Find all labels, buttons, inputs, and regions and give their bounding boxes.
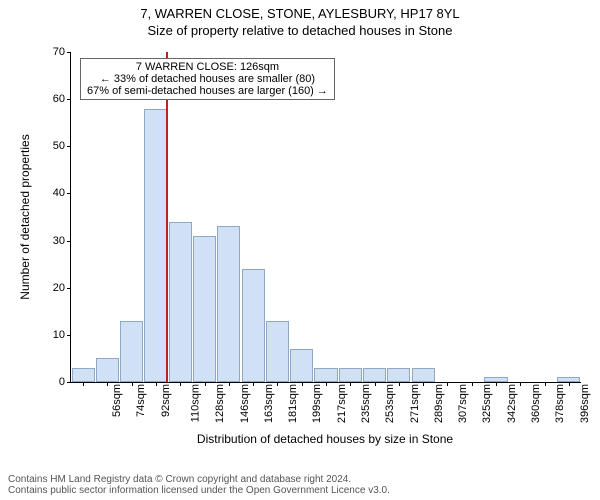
- x-tick-mark: [205, 382, 206, 386]
- histogram-bar: [96, 358, 119, 382]
- x-tick-label: 146sqm: [237, 384, 251, 423]
- x-tick-label: 325sqm: [480, 384, 494, 423]
- histogram-bar: [266, 321, 289, 382]
- credit-line: Contains HM Land Registry data © Crown c…: [8, 474, 592, 485]
- x-tick-mark: [156, 382, 157, 386]
- x-tick-mark: [253, 382, 254, 386]
- x-tick-label: 342sqm: [504, 384, 518, 423]
- annotation-line: 7 WARREN CLOSE: 126sqm: [87, 61, 328, 73]
- x-tick-label: 56sqm: [109, 384, 123, 417]
- chart-title-line1: 7, WARREN CLOSE, STONE, AYLESBURY, HP17 …: [0, 6, 600, 21]
- histogram-bar: [339, 368, 362, 382]
- x-tick-label: 253sqm: [382, 384, 396, 423]
- x-tick-label: 110sqm: [187, 384, 201, 422]
- histogram-bar: [242, 269, 265, 382]
- credit-line: Contains public sector information licen…: [8, 485, 592, 496]
- x-tick-label: 235sqm: [358, 384, 372, 423]
- x-tick-mark: [569, 382, 570, 386]
- x-tick-mark: [277, 382, 278, 386]
- x-tick-label: 74sqm: [133, 384, 147, 417]
- y-tick-mark: [67, 241, 71, 242]
- y-tick-mark: [67, 99, 71, 100]
- x-tick-label: 289sqm: [431, 384, 445, 423]
- x-tick-label: 163sqm: [261, 384, 275, 423]
- histogram-bar: [144, 109, 167, 382]
- x-tick-label: 181sqm: [285, 384, 299, 423]
- x-tick-label: 360sqm: [528, 384, 542, 423]
- x-tick-mark: [350, 382, 351, 386]
- x-tick-label: 128sqm: [212, 384, 226, 423]
- x-tick-mark: [447, 382, 448, 386]
- property-marker-line: [166, 52, 168, 382]
- x-axis-label: Distribution of detached houses by size …: [70, 432, 580, 446]
- x-tick-mark: [520, 382, 521, 386]
- x-tick-mark: [180, 382, 181, 386]
- histogram-bar: [120, 321, 143, 382]
- x-tick-label: 271sqm: [407, 384, 421, 423]
- y-tick-mark: [67, 335, 71, 336]
- x-tick-label: 217sqm: [334, 384, 348, 423]
- x-tick-mark: [399, 382, 400, 386]
- x-tick-mark: [375, 382, 376, 386]
- x-tick-label: 378sqm: [552, 384, 566, 423]
- annotation-line: ← 33% of detached houses are smaller (80…: [87, 73, 328, 85]
- x-tick-label: 199sqm: [310, 384, 324, 423]
- histogram-bar: [193, 236, 216, 382]
- x-tick-mark: [83, 382, 84, 386]
- x-tick-label: 92sqm: [158, 384, 172, 417]
- x-tick-mark: [107, 382, 108, 386]
- chart-title-line2: Size of property relative to detached ho…: [0, 23, 600, 38]
- histogram-bar: [314, 368, 337, 382]
- x-tick-mark: [326, 382, 327, 386]
- y-axis-label: Number of detached properties: [18, 52, 32, 382]
- x-tick-mark: [545, 382, 546, 386]
- histogram-bar: [217, 226, 240, 382]
- y-tick-mark: [67, 146, 71, 147]
- y-tick-mark: [67, 288, 71, 289]
- histogram-bar: [387, 368, 410, 382]
- histogram-bar: [72, 368, 95, 382]
- x-tick-mark: [472, 382, 473, 386]
- annotation-box: 7 WARREN CLOSE: 126sqm← 33% of detached …: [80, 58, 335, 100]
- credit-text: Contains HM Land Registry data © Crown c…: [0, 470, 600, 500]
- annotation-line: 67% of semi-detached houses are larger (…: [87, 85, 328, 97]
- y-tick-mark: [67, 382, 71, 383]
- histogram-bar: [412, 368, 435, 382]
- y-tick-mark: [67, 52, 71, 53]
- x-tick-mark: [132, 382, 133, 386]
- x-tick-label: 307sqm: [455, 384, 469, 423]
- histogram-bar: [363, 368, 386, 382]
- x-tick-mark: [423, 382, 424, 386]
- plot-area: 01020304050607056sqm74sqm92sqm110sqm128s…: [70, 52, 581, 383]
- histogram-bar: [169, 222, 192, 382]
- y-tick-mark: [67, 193, 71, 194]
- histogram-bar: [290, 349, 313, 382]
- x-tick-mark: [302, 382, 303, 386]
- x-tick-mark: [496, 382, 497, 386]
- x-tick-mark: [229, 382, 230, 386]
- x-tick-label: 396sqm: [577, 384, 591, 423]
